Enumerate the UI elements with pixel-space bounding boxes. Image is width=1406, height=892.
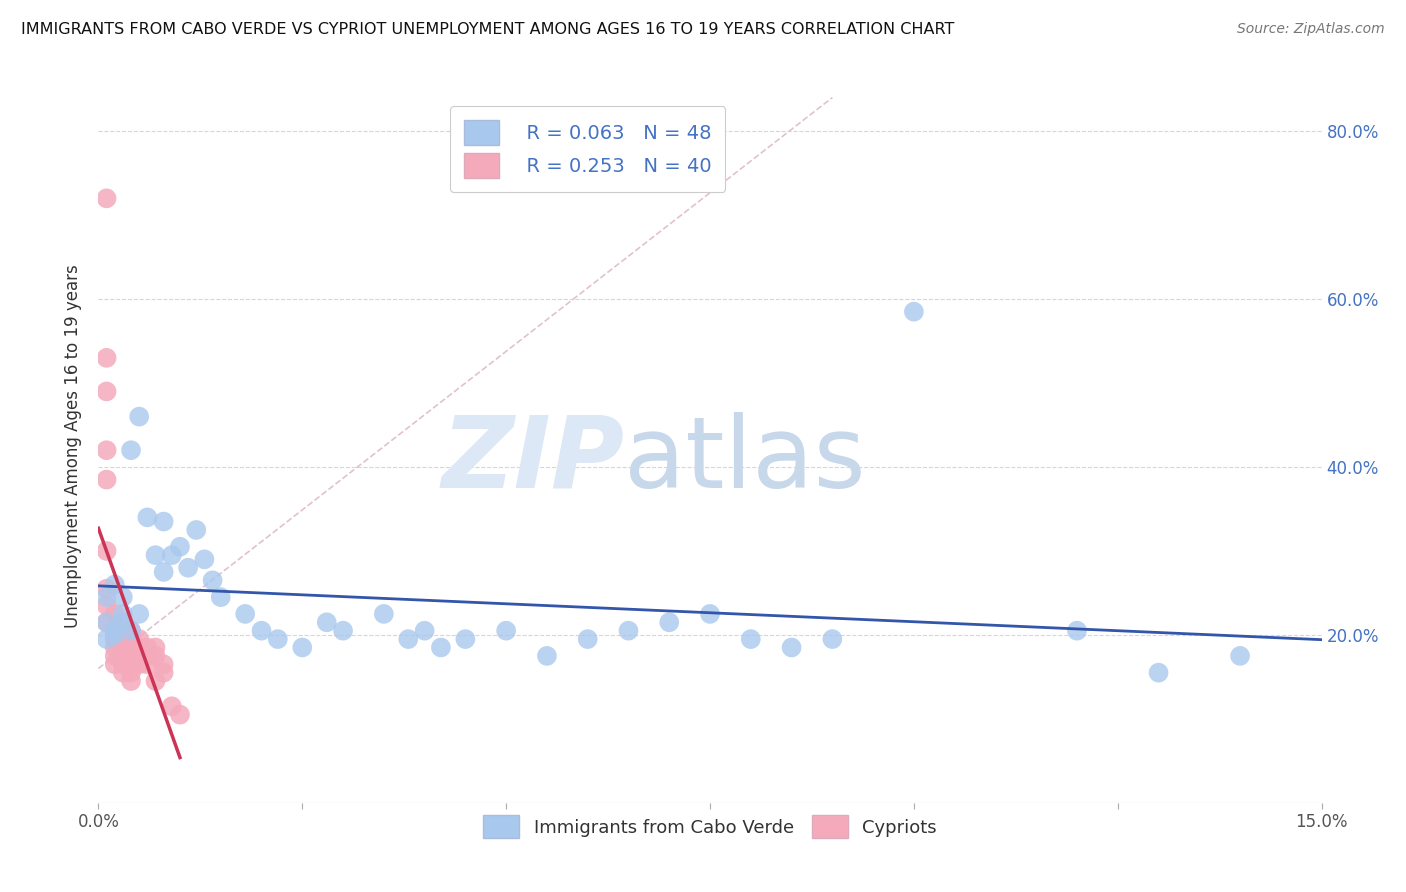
Point [267, 632, 290, 646]
Point [120, 632, 142, 646]
Point [160, 548, 183, 562]
Point [209, 590, 232, 604]
Point [111, 607, 134, 621]
Point [111, 632, 134, 646]
Point [128, 607, 150, 621]
Point [136, 510, 159, 524]
Point [96, 582, 118, 596]
Point [111, 615, 134, 630]
Point [96, 384, 118, 399]
Point [780, 640, 803, 655]
Point [111, 665, 134, 680]
Point [104, 648, 127, 663]
Point [120, 657, 142, 672]
Point [96, 191, 118, 205]
Point [145, 674, 167, 689]
Point [104, 628, 127, 642]
Point [740, 632, 762, 646]
Point [193, 552, 215, 566]
Point [104, 624, 127, 638]
Point [104, 657, 127, 672]
Y-axis label: Unemployment Among Ages 16 to 19 years: Unemployment Among Ages 16 to 19 years [65, 264, 83, 628]
Point [576, 632, 599, 646]
Point [96, 544, 118, 558]
Point [145, 640, 167, 655]
Point [903, 304, 925, 318]
Point [495, 624, 517, 638]
Point [233, 607, 256, 621]
Text: atlas: atlas [624, 412, 866, 508]
Point [250, 624, 273, 638]
Point [111, 615, 134, 630]
Point [699, 607, 721, 621]
Point [160, 699, 183, 714]
Point [617, 624, 640, 638]
Point [145, 648, 167, 663]
Point [96, 599, 118, 613]
Point [111, 648, 134, 663]
Text: IMMIGRANTS FROM CABO VERDE VS CYPRIOT UNEMPLOYMENT AMONG AGES 16 TO 19 YEARS COR: IMMIGRANTS FROM CABO VERDE VS CYPRIOT UN… [21, 22, 955, 37]
Legend: Immigrants from Cabo Verde, Cypriots: Immigrants from Cabo Verde, Cypriots [474, 806, 946, 847]
Text: ZIP: ZIP [441, 412, 624, 508]
Point [169, 707, 191, 722]
Point [169, 540, 191, 554]
Point [96, 615, 118, 630]
Point [120, 624, 142, 638]
Point [128, 657, 150, 672]
Point [111, 640, 134, 655]
Point [1229, 648, 1251, 663]
Point [120, 648, 142, 663]
Point [145, 548, 167, 562]
Point [658, 615, 681, 630]
Point [128, 409, 150, 424]
Point [1066, 624, 1088, 638]
Point [413, 624, 436, 638]
Point [96, 615, 118, 630]
Point [128, 648, 150, 663]
Point [396, 632, 419, 646]
Point [152, 515, 174, 529]
Point [177, 560, 200, 574]
Point [96, 590, 118, 604]
Point [120, 674, 142, 689]
Point [152, 565, 174, 579]
Point [120, 665, 142, 680]
Point [128, 640, 150, 655]
Point [111, 657, 134, 672]
Point [120, 443, 142, 458]
Point [96, 351, 118, 365]
Point [454, 632, 477, 646]
Point [136, 657, 159, 672]
Point [315, 615, 337, 630]
Point [104, 624, 127, 638]
Point [186, 523, 208, 537]
Point [201, 574, 224, 588]
Point [96, 632, 118, 646]
Point [1147, 665, 1170, 680]
Point [128, 632, 150, 646]
Point [430, 640, 453, 655]
Point [291, 640, 314, 655]
Point [136, 640, 159, 655]
Point [111, 590, 134, 604]
Text: Source: ZipAtlas.com: Source: ZipAtlas.com [1237, 22, 1385, 37]
Point [96, 473, 118, 487]
Point [104, 607, 127, 621]
Point [104, 577, 127, 591]
Point [152, 665, 174, 680]
Point [373, 607, 395, 621]
Point [136, 648, 159, 663]
Point [152, 657, 174, 672]
Point [821, 632, 844, 646]
Point [332, 624, 354, 638]
Point [120, 624, 142, 638]
Point [536, 648, 558, 663]
Point [96, 443, 118, 458]
Point [104, 632, 127, 646]
Point [104, 640, 127, 655]
